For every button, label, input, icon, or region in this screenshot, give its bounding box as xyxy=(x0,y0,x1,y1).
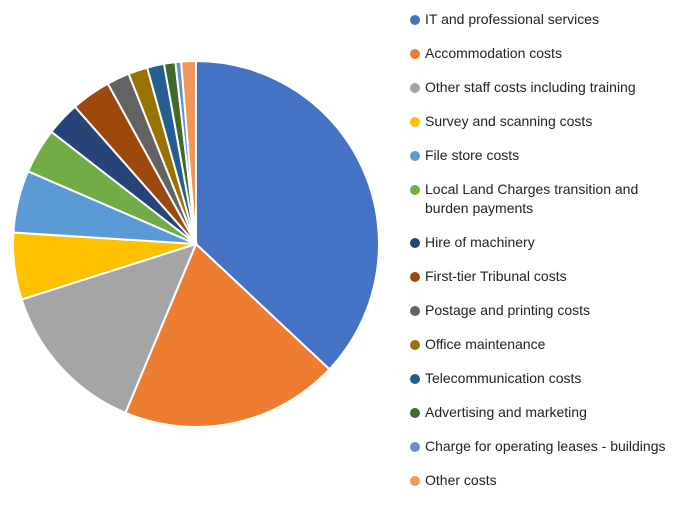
pie-area xyxy=(12,59,380,428)
legend-swatch xyxy=(410,442,420,452)
legend-label: Telecommunication costs xyxy=(425,370,582,386)
legend-label: First-tier Tribunal costs xyxy=(425,268,567,284)
legend-label: File store costs xyxy=(425,147,520,163)
legend-item: Postage and printing costs xyxy=(410,301,674,320)
legend-label: Survey and scanning costs xyxy=(425,113,593,129)
legend-swatch xyxy=(410,306,420,316)
legend-item: Telecommunication costs xyxy=(410,369,674,388)
legend-item: Accommodation costs xyxy=(410,44,674,63)
pie-slice xyxy=(124,242,331,428)
pie-slice xyxy=(195,59,380,371)
legend-swatch xyxy=(410,117,420,127)
legend-item: IT and professional services xyxy=(410,10,674,29)
legend-item: Survey and scanning costs xyxy=(410,112,674,131)
legend-label: Other costs xyxy=(425,472,497,488)
legend-label: Hire of machinery xyxy=(425,234,535,250)
legend-item: Advertising and marketing xyxy=(410,403,674,422)
legend-swatch xyxy=(410,185,420,195)
legend-label: Local Land Charges transition and burden… xyxy=(425,181,639,216)
legend-label: IT and professional services xyxy=(425,11,600,27)
legend-item: Hire of machinery xyxy=(410,233,674,252)
legend-item: Charge for operating leases - buildings xyxy=(410,437,674,456)
legend-item: Other costs xyxy=(410,471,674,490)
legend-swatch xyxy=(410,408,420,418)
legend-item: File store costs xyxy=(410,146,674,165)
legend-swatch xyxy=(410,340,420,350)
legend-label: Other staff costs including training xyxy=(425,79,636,95)
legend-label: Advertising and marketing xyxy=(425,404,587,420)
legend-label: Accommodation costs xyxy=(425,45,562,61)
legend-swatch xyxy=(410,374,420,384)
legend-item: Office maintenance xyxy=(410,335,674,354)
legend-swatch xyxy=(410,476,420,486)
legend-swatch xyxy=(410,272,420,282)
legend-swatch xyxy=(410,49,420,59)
legend-swatch xyxy=(410,238,420,248)
legend-item: Other staff costs including training xyxy=(410,78,674,97)
legend-item: Local Land Charges transition and burden… xyxy=(410,180,674,218)
legend-item: First-tier Tribunal costs xyxy=(410,267,674,286)
legend-swatch xyxy=(410,151,420,161)
pie-slice xyxy=(179,59,197,245)
legend-label: Office maintenance xyxy=(425,336,546,352)
legend: IT and professional services Accommodatio… xyxy=(410,10,674,505)
legend-swatch xyxy=(410,15,420,25)
legend-label: Charge for operating leases - buildings xyxy=(425,438,666,454)
legend-label: Postage and printing costs xyxy=(425,302,590,318)
legend-swatch xyxy=(410,83,420,93)
